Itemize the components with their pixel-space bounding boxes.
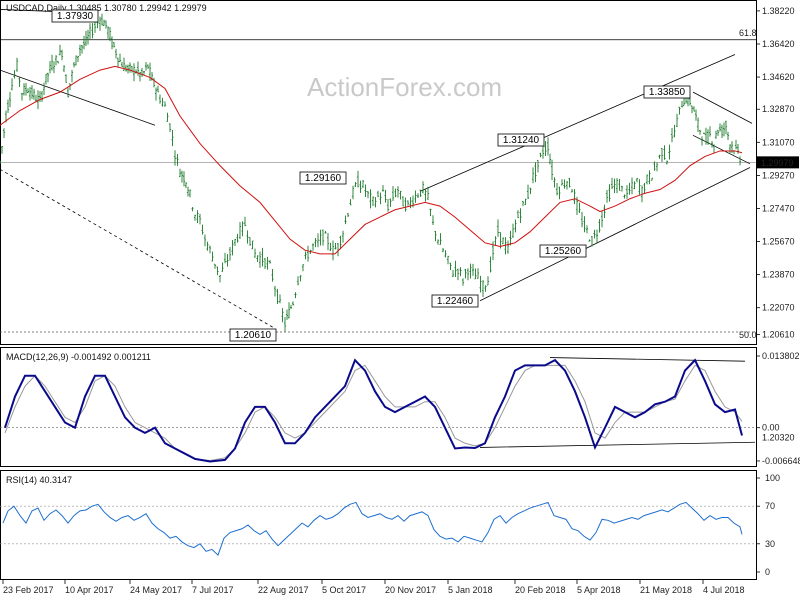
date-tick-label: 21 May 2018 xyxy=(640,585,692,595)
macd-tick-label: 0.013802 xyxy=(762,351,800,361)
trendline xyxy=(419,54,736,192)
trendline xyxy=(479,167,751,302)
price-tick-label: 1.25670 xyxy=(762,237,795,247)
annotation-box xyxy=(431,294,479,308)
annotation-box xyxy=(229,328,277,342)
price-tick-label: 1.29270 xyxy=(762,170,795,180)
annotation-label: 1.20610 xyxy=(235,330,272,341)
price-panel-frame xyxy=(0,0,757,345)
macd-tick-label: -0.006648 xyxy=(762,456,800,466)
date-tick-label: 5 Jan 2018 xyxy=(448,585,493,595)
watermark: ActionForex.com xyxy=(307,72,502,102)
annotation-label: 1.37930 xyxy=(57,11,94,22)
price-trendlines xyxy=(0,9,753,329)
price-tick-label: 1.36420 xyxy=(762,39,795,49)
main-header: USDCAD,Daily 1.30485 1.30780 1.29942 1.2… xyxy=(6,3,207,13)
annotation-label: 1.33850 xyxy=(649,87,686,98)
trendline xyxy=(0,168,276,329)
macd-trendline xyxy=(479,441,756,448)
macd-indicator: 0.013802 0.00 -0.006648 1.20320 xyxy=(0,351,800,466)
annotation-label: 1.31240 xyxy=(503,135,540,146)
price-tick-label: 1.34620 xyxy=(762,72,795,82)
date-tick-label: 7 Jul 2017 xyxy=(192,585,234,595)
annotation-box xyxy=(643,85,691,99)
current-price-box xyxy=(757,156,799,169)
price-tick-label: 1.22070 xyxy=(762,303,795,313)
price-tick-label: 1.38220 xyxy=(762,6,795,16)
date-tick-label: 20 Feb 2018 xyxy=(515,585,566,595)
date-tick-label: 4 Jul 2018 xyxy=(703,585,745,595)
macd-header: MACD(12,26,9) -0.001492 0.001211 xyxy=(6,352,151,362)
price-reference-lines xyxy=(0,39,756,333)
macd-trendline xyxy=(549,357,746,362)
price-candles xyxy=(0,13,742,332)
macd-panel-frame xyxy=(0,347,757,467)
moving-average xyxy=(0,65,743,255)
annotation-box xyxy=(299,171,347,185)
trendline xyxy=(692,134,751,165)
rsi-tick-label: 30 xyxy=(765,539,775,549)
price-tick-label: 1.20610 xyxy=(762,330,795,340)
rsi-tick-label: 100 xyxy=(765,473,780,483)
fib-upper-label: 61.8 xyxy=(739,28,757,38)
date-tick-label: 5 Apr 2018 xyxy=(577,585,621,595)
date-tick-label: 5 Oct 2017 xyxy=(322,585,366,595)
macd-zero-hint: 1.20320 xyxy=(762,433,795,443)
rsi-tick-label: 70 xyxy=(765,501,775,511)
macd-signal-line xyxy=(4,364,743,461)
rsi-panel-frame xyxy=(0,470,757,580)
annotation-box xyxy=(539,244,587,258)
price-tick-label: 1.23870 xyxy=(762,270,795,280)
macd-main-line xyxy=(4,358,743,463)
date-tick-label: 22 Aug 2017 xyxy=(258,585,309,595)
annotation-label: 1.29160 xyxy=(305,173,342,184)
annotation-box xyxy=(497,133,545,147)
price-axis: 1.38220 1.36420 1.34620 1.32870 1.31070 1.292… xyxy=(756,6,799,340)
rsi-indicator: 100 70 30 0 xyxy=(0,473,780,577)
rsi-tick-label: 0 xyxy=(765,567,770,577)
rsi-line xyxy=(2,501,743,556)
macd-tick-label: 0.00 xyxy=(762,423,780,433)
trendline xyxy=(0,69,156,126)
date-tick-label: 23 Feb 2017 xyxy=(3,585,54,595)
fib-lower-label: 50.0 xyxy=(739,330,757,340)
annotation-label: 1.22460 xyxy=(437,296,474,307)
date-tick-label: 20 Nov 2017 xyxy=(385,585,436,595)
date-tick-label: 10 Apr 2017 xyxy=(65,585,114,595)
price-tick-label: 1.31070 xyxy=(762,137,795,147)
annotation-box xyxy=(51,9,99,23)
current-price-label: 1.29979 xyxy=(761,158,794,168)
price-tick-label: 1.27470 xyxy=(762,203,795,213)
date-axis: 23 Feb 2017 10 Apr 2017 24 May 2017 7 Jul 2… xyxy=(2,580,745,595)
rsi-header: RSI(14) 40.3147 xyxy=(6,475,72,485)
price-annotations: 1.37930 1.20610 1.29160 1.22460 1.31240 1.252… xyxy=(51,9,691,342)
moving-average-line xyxy=(0,65,743,255)
date-tick-label: 24 May 2017 xyxy=(130,585,182,595)
annotation-label: 1.25260 xyxy=(545,246,582,257)
trendline xyxy=(692,91,753,124)
price-tick-label: 1.32870 xyxy=(762,104,795,114)
